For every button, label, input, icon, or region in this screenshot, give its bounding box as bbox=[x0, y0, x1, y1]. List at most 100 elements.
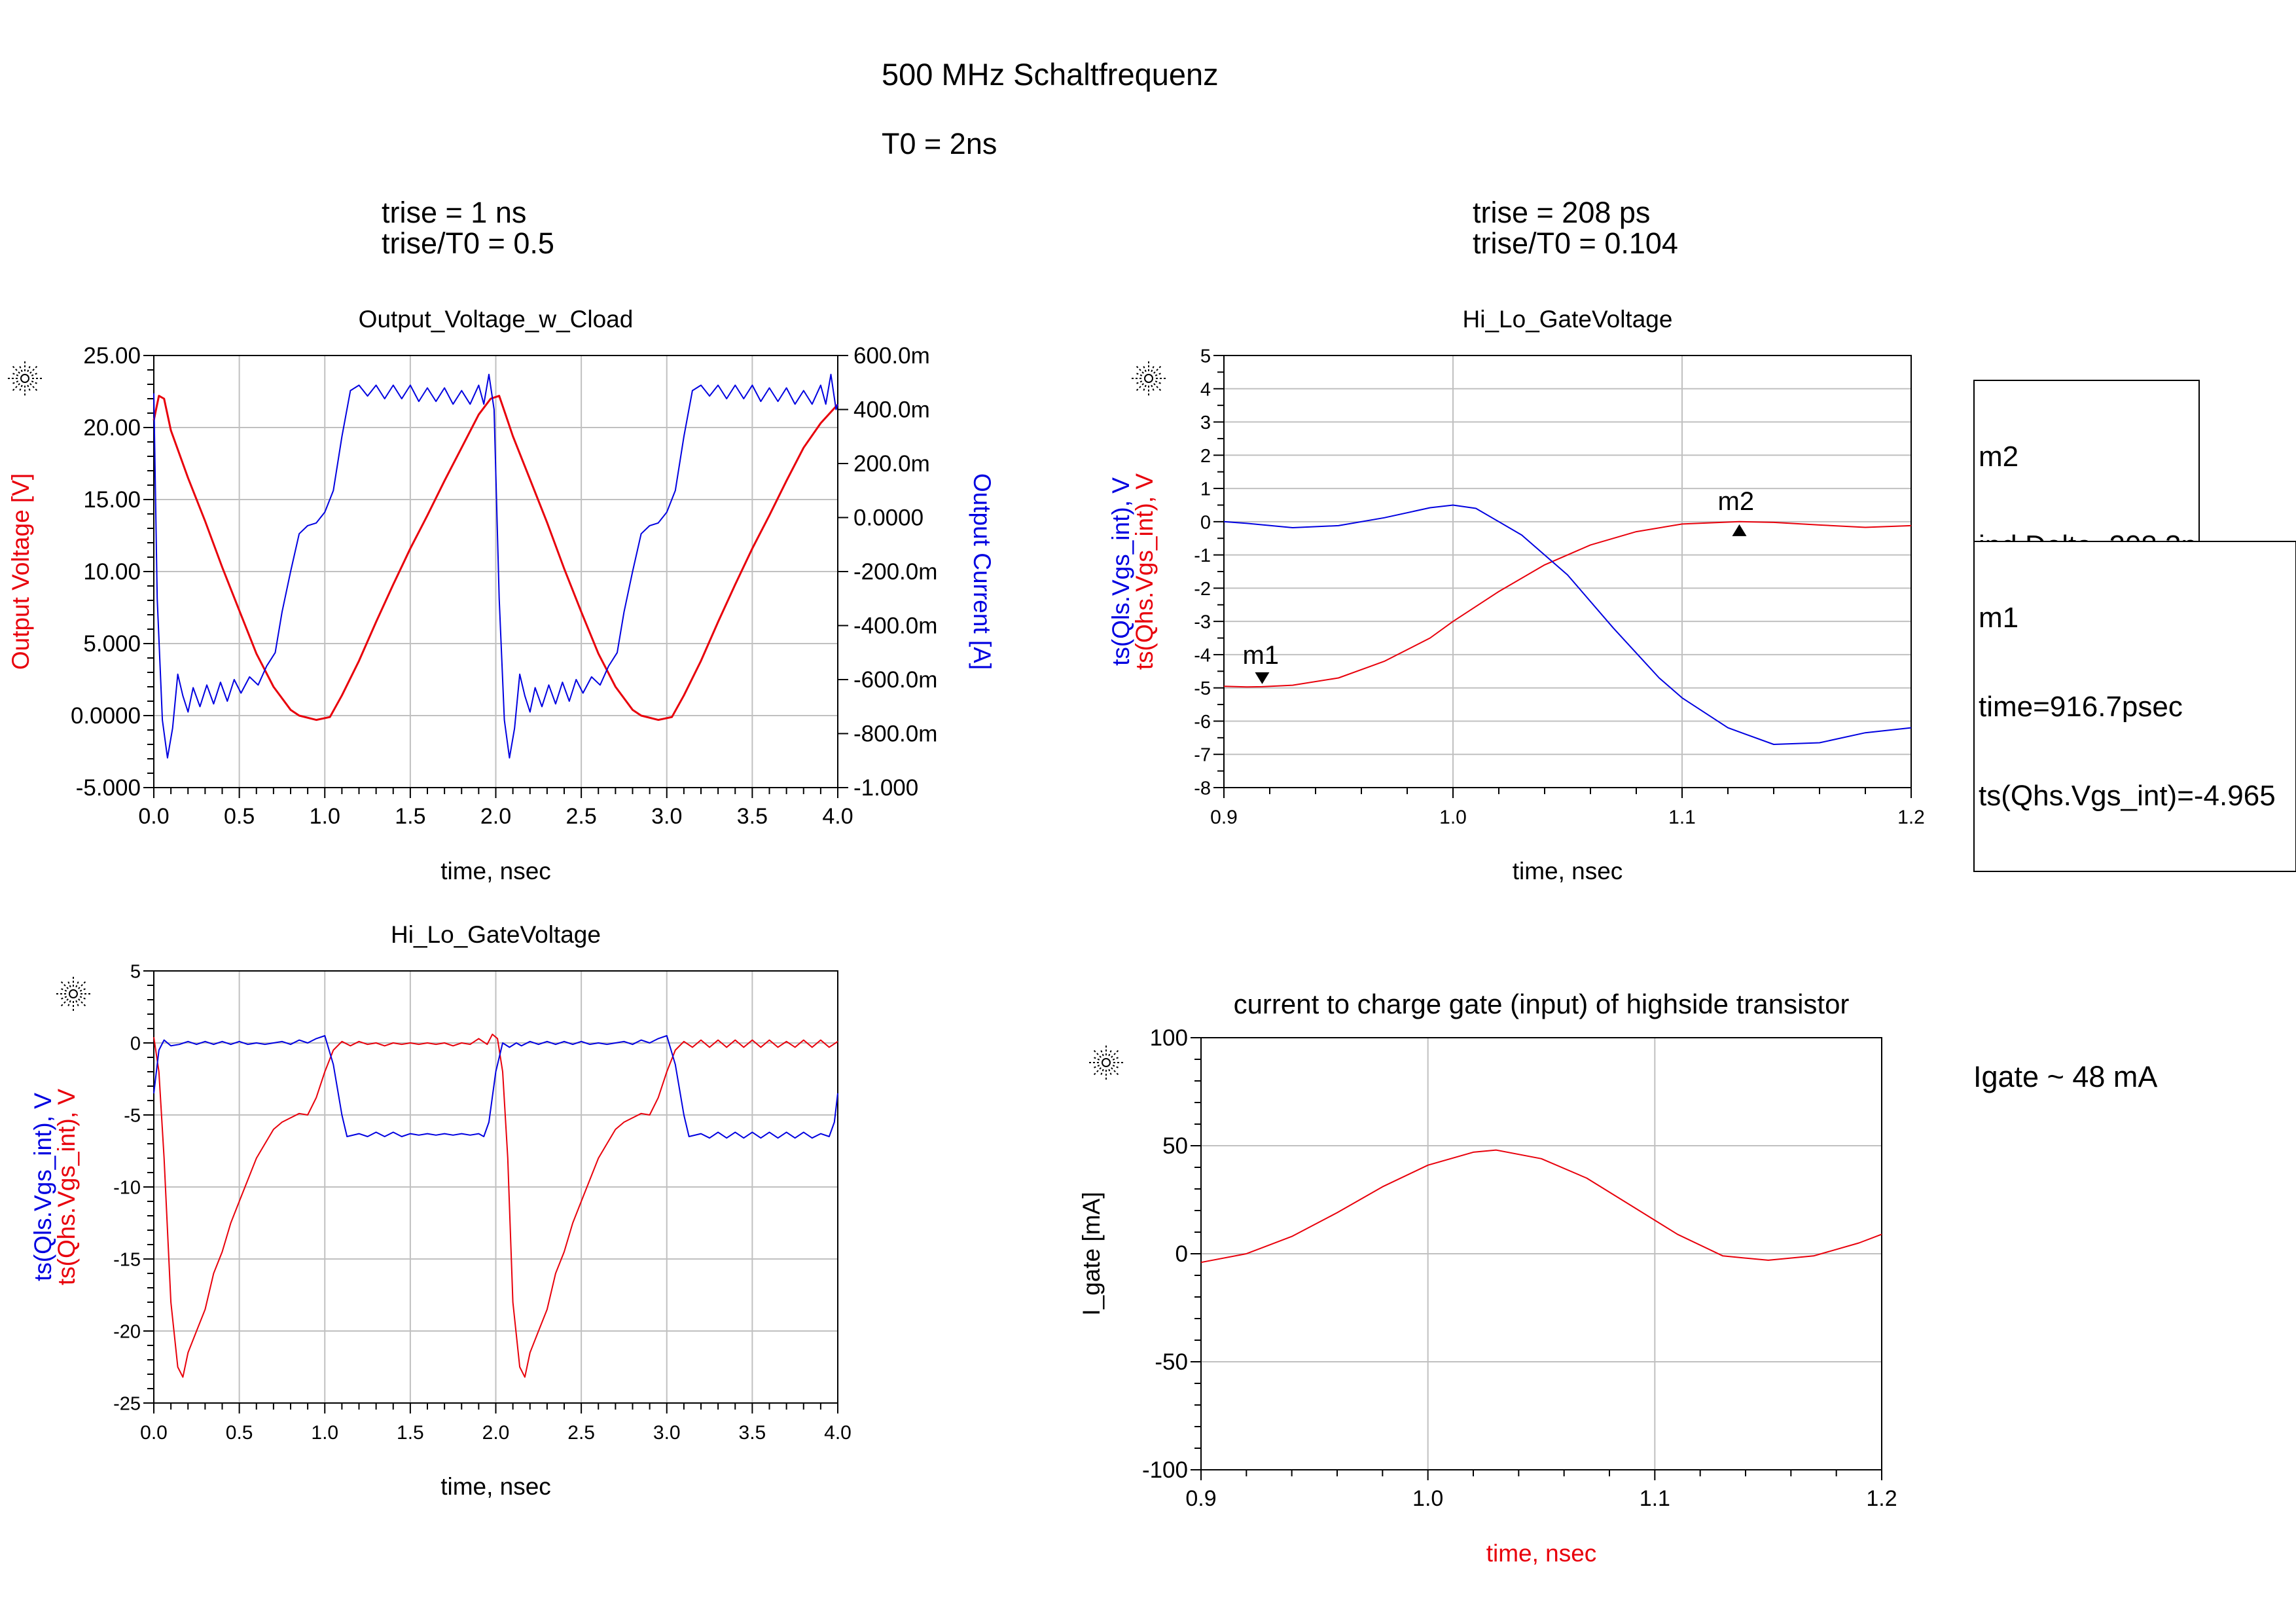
x-axis-label: time, nsec bbox=[1486, 1540, 1597, 1567]
compass-ray bbox=[1136, 380, 1143, 384]
y-tick-label: -15 bbox=[113, 1250, 141, 1271]
compass-center bbox=[1102, 1058, 1111, 1067]
compass-star-icon[interactable] bbox=[56, 976, 91, 1012]
y2-axis-label: Output Current [A] bbox=[969, 473, 996, 670]
y-tick-label: -8 bbox=[1194, 778, 1211, 799]
chart-title: current to charge gate (input) of highsi… bbox=[1234, 989, 1850, 1019]
compass-ray bbox=[60, 981, 69, 989]
compass-ray bbox=[1151, 384, 1155, 391]
plot-frame bbox=[1223, 355, 1912, 788]
x-axis-label: time, nsec bbox=[1513, 858, 1623, 884]
y2-tick-label: 400.0m bbox=[853, 397, 930, 423]
gate-current-chart: current to charge gate (input) of highsi… bbox=[1078, 989, 1897, 1567]
compass-ray bbox=[29, 365, 38, 374]
y-tick-label: -5.000 bbox=[76, 775, 141, 801]
y-tick-label: 5 bbox=[130, 962, 141, 983]
compass-ray bbox=[1111, 1067, 1119, 1076]
marker-m1-label: m1 bbox=[1242, 641, 1279, 670]
right-rise-time: trise = 208 ps bbox=[1473, 196, 1651, 229]
x-tick-label: 3.5 bbox=[737, 804, 768, 829]
y-tick-label: 10.00 bbox=[83, 559, 141, 585]
y-tick-label: 2 bbox=[1200, 446, 1211, 467]
y-axis-label-low-side: ts(Qls.Vgs_int), V bbox=[29, 1093, 56, 1281]
y2-tick-label: 200.0m bbox=[853, 451, 930, 477]
y-tick-label: -7 bbox=[1194, 745, 1211, 766]
compass-ray bbox=[1143, 384, 1147, 391]
x-tick-label: 1.0 bbox=[1439, 807, 1467, 828]
compass-ray bbox=[1108, 1050, 1112, 1057]
compass-ray bbox=[1153, 383, 1162, 392]
x-tick-label: 1.5 bbox=[397, 1422, 424, 1444]
y-tick-label: 0 bbox=[1200, 512, 1211, 533]
x-tick-label: 4.0 bbox=[824, 1422, 852, 1444]
compass-ray bbox=[61, 996, 67, 1000]
marker-m1-time: time=916.7psec bbox=[1979, 690, 2183, 723]
chart-title: Hi_Lo_GateVoltage bbox=[1463, 306, 1673, 333]
compass-ray bbox=[19, 366, 23, 373]
compass-ray bbox=[1100, 1050, 1104, 1057]
y-tick-label: -5 bbox=[1194, 678, 1211, 699]
x-axis-label: time, nsec bbox=[440, 858, 551, 884]
y-tick-label: -1 bbox=[1194, 545, 1211, 566]
compass-ray bbox=[79, 996, 86, 1000]
marker-m2-label: m2 bbox=[1718, 487, 1755, 516]
compass-ray bbox=[1100, 1068, 1104, 1075]
compass-ray bbox=[27, 384, 31, 391]
x-tick-label: 0.9 bbox=[1210, 807, 1238, 828]
compass-star-icon[interactable] bbox=[7, 361, 43, 396]
x-tick-label: 1.2 bbox=[1866, 1486, 1897, 1511]
y2-tick-label: -200.0m bbox=[853, 559, 937, 585]
x-tick-label: 2.5 bbox=[567, 1422, 595, 1444]
y-tick-label: -100 bbox=[1142, 1457, 1188, 1483]
igate-note: Igate ~ 48 mA bbox=[1973, 1060, 2158, 1093]
marker-m1-name: m1 bbox=[1979, 601, 2019, 634]
compass-ray bbox=[1155, 380, 1161, 384]
y-axis-label-high-side: ts(Qhs.Vgs_int), V bbox=[53, 1089, 80, 1286]
compass-ray bbox=[1093, 1067, 1102, 1076]
compass-ray bbox=[27, 366, 31, 373]
compass-ray bbox=[1136, 365, 1144, 374]
compass-ray bbox=[1094, 1057, 1100, 1061]
compass-ray bbox=[1136, 383, 1144, 392]
compass-ray bbox=[67, 981, 71, 988]
y-tick-label: 20.00 bbox=[83, 415, 141, 441]
y-tick-label: 0 bbox=[130, 1034, 141, 1055]
marker-m1-readout[interactable]: m1 time=916.7psec ts(Qhs.Vgs_int)=-4.965 bbox=[1973, 541, 2296, 873]
y2-tick-label: 600.0m bbox=[853, 343, 930, 369]
compass-ray bbox=[1108, 1068, 1112, 1075]
y-tick-label: -50 bbox=[1155, 1349, 1188, 1375]
y-axis-label-high-side: ts(Qhs.Vgs_int), V bbox=[1131, 473, 1158, 670]
x-tick-label: 1.0 bbox=[311, 1422, 338, 1444]
x-axis-label: time, nsec bbox=[440, 1473, 551, 1500]
y-axis-label-low-side: ts(Qls.Vgs_int), V bbox=[1107, 477, 1134, 666]
compass-ray bbox=[12, 383, 20, 392]
left-rise-time: trise = 1 ns bbox=[382, 196, 527, 229]
y-tick-label: -25 bbox=[113, 1394, 141, 1415]
y-tick-label: 50 bbox=[1162, 1133, 1188, 1159]
compass-ray bbox=[12, 373, 19, 376]
x-tick-label: 1.5 bbox=[395, 804, 425, 829]
y2-tick-label: -800.0m bbox=[853, 721, 937, 747]
x-tick-label: 1.1 bbox=[1668, 807, 1696, 828]
compass-ray bbox=[29, 383, 38, 392]
y-tick-label: 1 bbox=[1200, 479, 1211, 500]
y-tick-label: 25.00 bbox=[83, 343, 141, 369]
x-tick-label: 4.0 bbox=[822, 804, 853, 829]
compass-ray bbox=[19, 384, 23, 391]
y-tick-label: 4 bbox=[1200, 379, 1211, 400]
x-tick-label: 1.1 bbox=[1640, 1486, 1670, 1511]
compass-star-icon[interactable] bbox=[1131, 361, 1166, 396]
y-tick-label: 3 bbox=[1200, 412, 1211, 433]
marker-m2-name: m2 bbox=[1979, 440, 2019, 473]
x-tick-label: 1.0 bbox=[1412, 1486, 1443, 1511]
x-tick-label: 0.5 bbox=[224, 804, 255, 829]
x-tick-label: 2.0 bbox=[480, 804, 511, 829]
x-tick-label: 3.5 bbox=[739, 1422, 766, 1444]
y-tick-label: 5 bbox=[1200, 346, 1211, 367]
compass-star-icon[interactable] bbox=[1088, 1045, 1124, 1080]
chart-title: Hi_Lo_GateVoltage bbox=[391, 921, 601, 948]
x-tick-label: 0.9 bbox=[1185, 1486, 1216, 1511]
y-tick-label: 0 bbox=[1175, 1241, 1188, 1267]
series-line-red bbox=[153, 1033, 838, 1378]
